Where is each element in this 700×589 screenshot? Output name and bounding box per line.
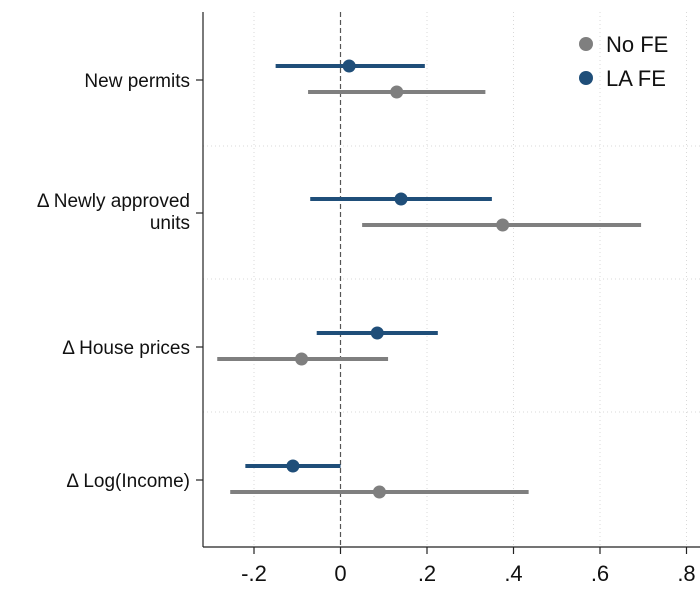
estimate-point-la-fe — [370, 326, 384, 340]
estimate-point-no-fe — [390, 85, 404, 99]
legend-marker — [579, 37, 593, 51]
category-label: Δ House prices — [62, 338, 190, 359]
legend-label: LA FE — [606, 66, 666, 91]
legend-label: No FE — [606, 32, 668, 57]
x-tick-label: .6 — [591, 561, 609, 586]
x-tick-label: .8 — [677, 561, 695, 586]
estimate-point-no-fe — [372, 485, 386, 499]
x-tick-label: 0 — [334, 561, 346, 586]
x-tick-label: -.2 — [241, 561, 267, 586]
estimate-point-la-fe — [286, 459, 300, 473]
category-label: Δ Newly approved — [37, 191, 190, 212]
legend: No FE LA FE — [579, 32, 668, 91]
x-tick-label: .4 — [504, 561, 522, 586]
x-axis-ticks: -.2 0 .2 .4 .6 .8 — [241, 547, 696, 586]
x-tick-label: .2 — [418, 561, 436, 586]
estimate-point-no-fe — [496, 218, 510, 232]
category-label: New permits — [84, 71, 190, 92]
grid — [203, 12, 700, 547]
legend-marker — [579, 71, 593, 85]
estimate-point-la-fe — [394, 192, 408, 206]
category-label: Δ Log(Income) — [66, 471, 190, 492]
category-label: units — [150, 213, 190, 234]
estimate-point-no-fe — [295, 352, 309, 366]
series-marks — [217, 59, 642, 499]
estimate-point-la-fe — [342, 59, 356, 73]
